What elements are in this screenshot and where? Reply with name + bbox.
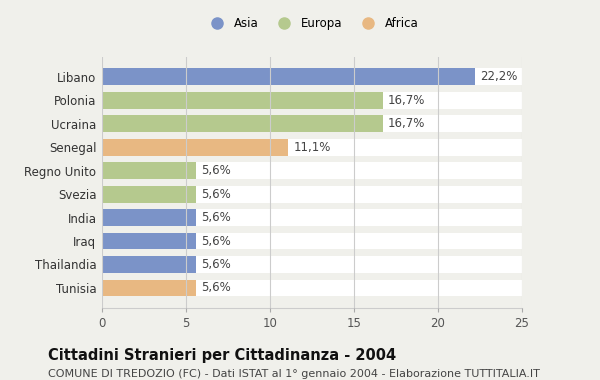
Bar bbox=[102, 92, 383, 109]
Bar bbox=[102, 256, 522, 273]
Text: 22,2%: 22,2% bbox=[480, 70, 517, 83]
Bar bbox=[102, 233, 522, 250]
Text: 5,6%: 5,6% bbox=[201, 282, 231, 294]
Bar bbox=[102, 209, 196, 226]
Bar bbox=[102, 280, 522, 296]
Text: 11,1%: 11,1% bbox=[293, 141, 331, 154]
Bar bbox=[102, 162, 522, 179]
Bar bbox=[102, 68, 475, 85]
Text: 5,6%: 5,6% bbox=[201, 188, 231, 201]
Text: COMUNE DI TREDOZIO (FC) - Dati ISTAT al 1° gennaio 2004 - Elaborazione TUTTITALI: COMUNE DI TREDOZIO (FC) - Dati ISTAT al … bbox=[48, 369, 540, 379]
Bar bbox=[102, 186, 196, 203]
Bar bbox=[102, 256, 196, 273]
Text: 5,6%: 5,6% bbox=[201, 164, 231, 177]
Text: 16,7%: 16,7% bbox=[388, 117, 425, 130]
Bar bbox=[102, 92, 522, 109]
Text: Cittadini Stranieri per Cittadinanza - 2004: Cittadini Stranieri per Cittadinanza - 2… bbox=[48, 348, 396, 363]
Bar bbox=[102, 139, 522, 156]
Bar bbox=[102, 233, 196, 250]
Bar bbox=[102, 162, 196, 179]
Text: 16,7%: 16,7% bbox=[388, 94, 425, 107]
Bar bbox=[102, 139, 289, 156]
Bar bbox=[102, 280, 196, 296]
Bar bbox=[102, 115, 383, 132]
Bar bbox=[102, 115, 522, 132]
Text: 5,6%: 5,6% bbox=[201, 211, 231, 224]
Legend: Asia, Europa, Africa: Asia, Europa, Africa bbox=[200, 13, 424, 35]
Text: 5,6%: 5,6% bbox=[201, 234, 231, 247]
Bar bbox=[102, 186, 522, 203]
Bar bbox=[102, 209, 522, 226]
Text: 5,6%: 5,6% bbox=[201, 258, 231, 271]
Bar bbox=[102, 68, 522, 85]
